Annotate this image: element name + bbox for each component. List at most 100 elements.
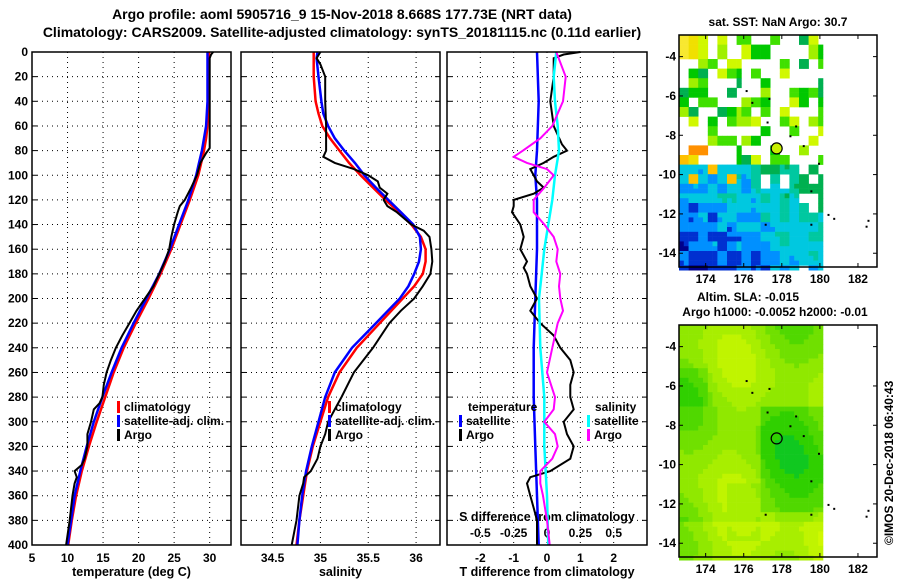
map-cell — [799, 39, 805, 45]
map-cell — [755, 478, 761, 484]
map-cell — [808, 49, 814, 55]
map-cell — [760, 227, 766, 233]
s-tick-label: 0.25 — [569, 526, 593, 540]
map-cell — [818, 545, 824, 551]
map-cell — [688, 358, 694, 364]
map-cell — [703, 217, 709, 223]
x-tick-label: 36 — [409, 551, 423, 565]
map-cell — [770, 435, 776, 441]
map-cell — [683, 54, 689, 60]
map-cell — [727, 140, 733, 146]
map-cell — [727, 59, 733, 65]
map-cell — [727, 478, 733, 484]
map-cell — [741, 198, 747, 204]
map-cell — [717, 545, 723, 551]
map-cell — [698, 493, 704, 499]
map-cell — [741, 545, 747, 551]
map-cell — [784, 265, 790, 271]
map-cell — [712, 397, 718, 403]
map-cell — [784, 421, 790, 427]
map-cell — [808, 493, 814, 499]
map-cell — [736, 483, 742, 489]
map-cell — [688, 353, 694, 359]
map-cell — [808, 353, 814, 359]
y-tick-label: 220 — [8, 316, 28, 330]
map-cell — [794, 512, 800, 518]
map-cell — [722, 140, 728, 146]
map-cell — [736, 526, 742, 532]
map-cell — [799, 449, 805, 455]
map-cell — [741, 265, 747, 271]
map-cell — [746, 541, 752, 547]
map-cell — [698, 545, 704, 551]
map-cell — [698, 512, 704, 518]
legend-swatch — [587, 415, 590, 427]
map-cell — [746, 406, 752, 412]
map-cell — [779, 169, 785, 175]
map-cell — [703, 39, 709, 45]
map-cell — [717, 387, 723, 393]
map-cell — [707, 397, 713, 403]
map-cell — [808, 212, 814, 218]
map-cell — [755, 502, 761, 508]
map-cell — [818, 265, 824, 271]
map-cell — [813, 54, 819, 60]
map-cell — [693, 35, 699, 41]
map-cell — [813, 339, 819, 345]
map-cell — [746, 179, 752, 185]
map-cell — [722, 251, 728, 257]
map-cell — [683, 449, 689, 455]
map-cell — [736, 425, 742, 431]
map-cell — [707, 334, 713, 340]
map-cell — [784, 353, 790, 359]
island-marker — [789, 425, 792, 428]
map-cell — [818, 401, 824, 407]
map-cell — [784, 377, 790, 383]
map-cell — [818, 198, 824, 204]
map-cell — [799, 35, 805, 41]
map-cell — [731, 135, 737, 141]
map-cell — [703, 78, 709, 84]
island-marker — [764, 513, 767, 516]
map-cell — [688, 344, 694, 350]
map-cell — [712, 353, 718, 359]
map-cell — [688, 111, 694, 117]
map-cell — [722, 368, 728, 374]
map-cell — [779, 203, 785, 209]
map-cell — [789, 236, 795, 242]
map-cell — [731, 382, 737, 388]
map-cell — [803, 464, 809, 470]
map-cell — [799, 231, 805, 237]
legend-swatch — [328, 429, 331, 441]
map-cell — [683, 526, 689, 532]
map-cell — [746, 464, 752, 470]
map-cell — [751, 449, 757, 455]
map-cell — [741, 102, 747, 108]
map-cell — [779, 401, 785, 407]
map-cell — [722, 111, 728, 117]
map-cell — [779, 265, 785, 271]
map-cell — [765, 464, 771, 470]
map-cell — [679, 449, 685, 455]
map-cell — [751, 135, 757, 141]
map-cell — [683, 329, 689, 335]
map-cell — [779, 217, 785, 223]
map-cell — [683, 358, 689, 364]
map-cell — [803, 174, 809, 180]
map-cell — [803, 483, 809, 489]
map-cell — [703, 344, 709, 350]
map-cell — [760, 188, 766, 194]
map-cell — [760, 241, 766, 247]
map-cell — [755, 536, 761, 542]
map-cell — [679, 111, 685, 117]
map-cell — [803, 236, 809, 242]
map-cell — [679, 521, 685, 527]
map-cell — [765, 126, 771, 132]
map-cell — [707, 121, 713, 127]
map-cell — [693, 387, 699, 393]
map-cell — [799, 236, 805, 242]
map-cell — [799, 435, 805, 441]
map-cell — [712, 198, 718, 204]
map-cell — [784, 169, 790, 175]
map-cell — [813, 507, 819, 513]
